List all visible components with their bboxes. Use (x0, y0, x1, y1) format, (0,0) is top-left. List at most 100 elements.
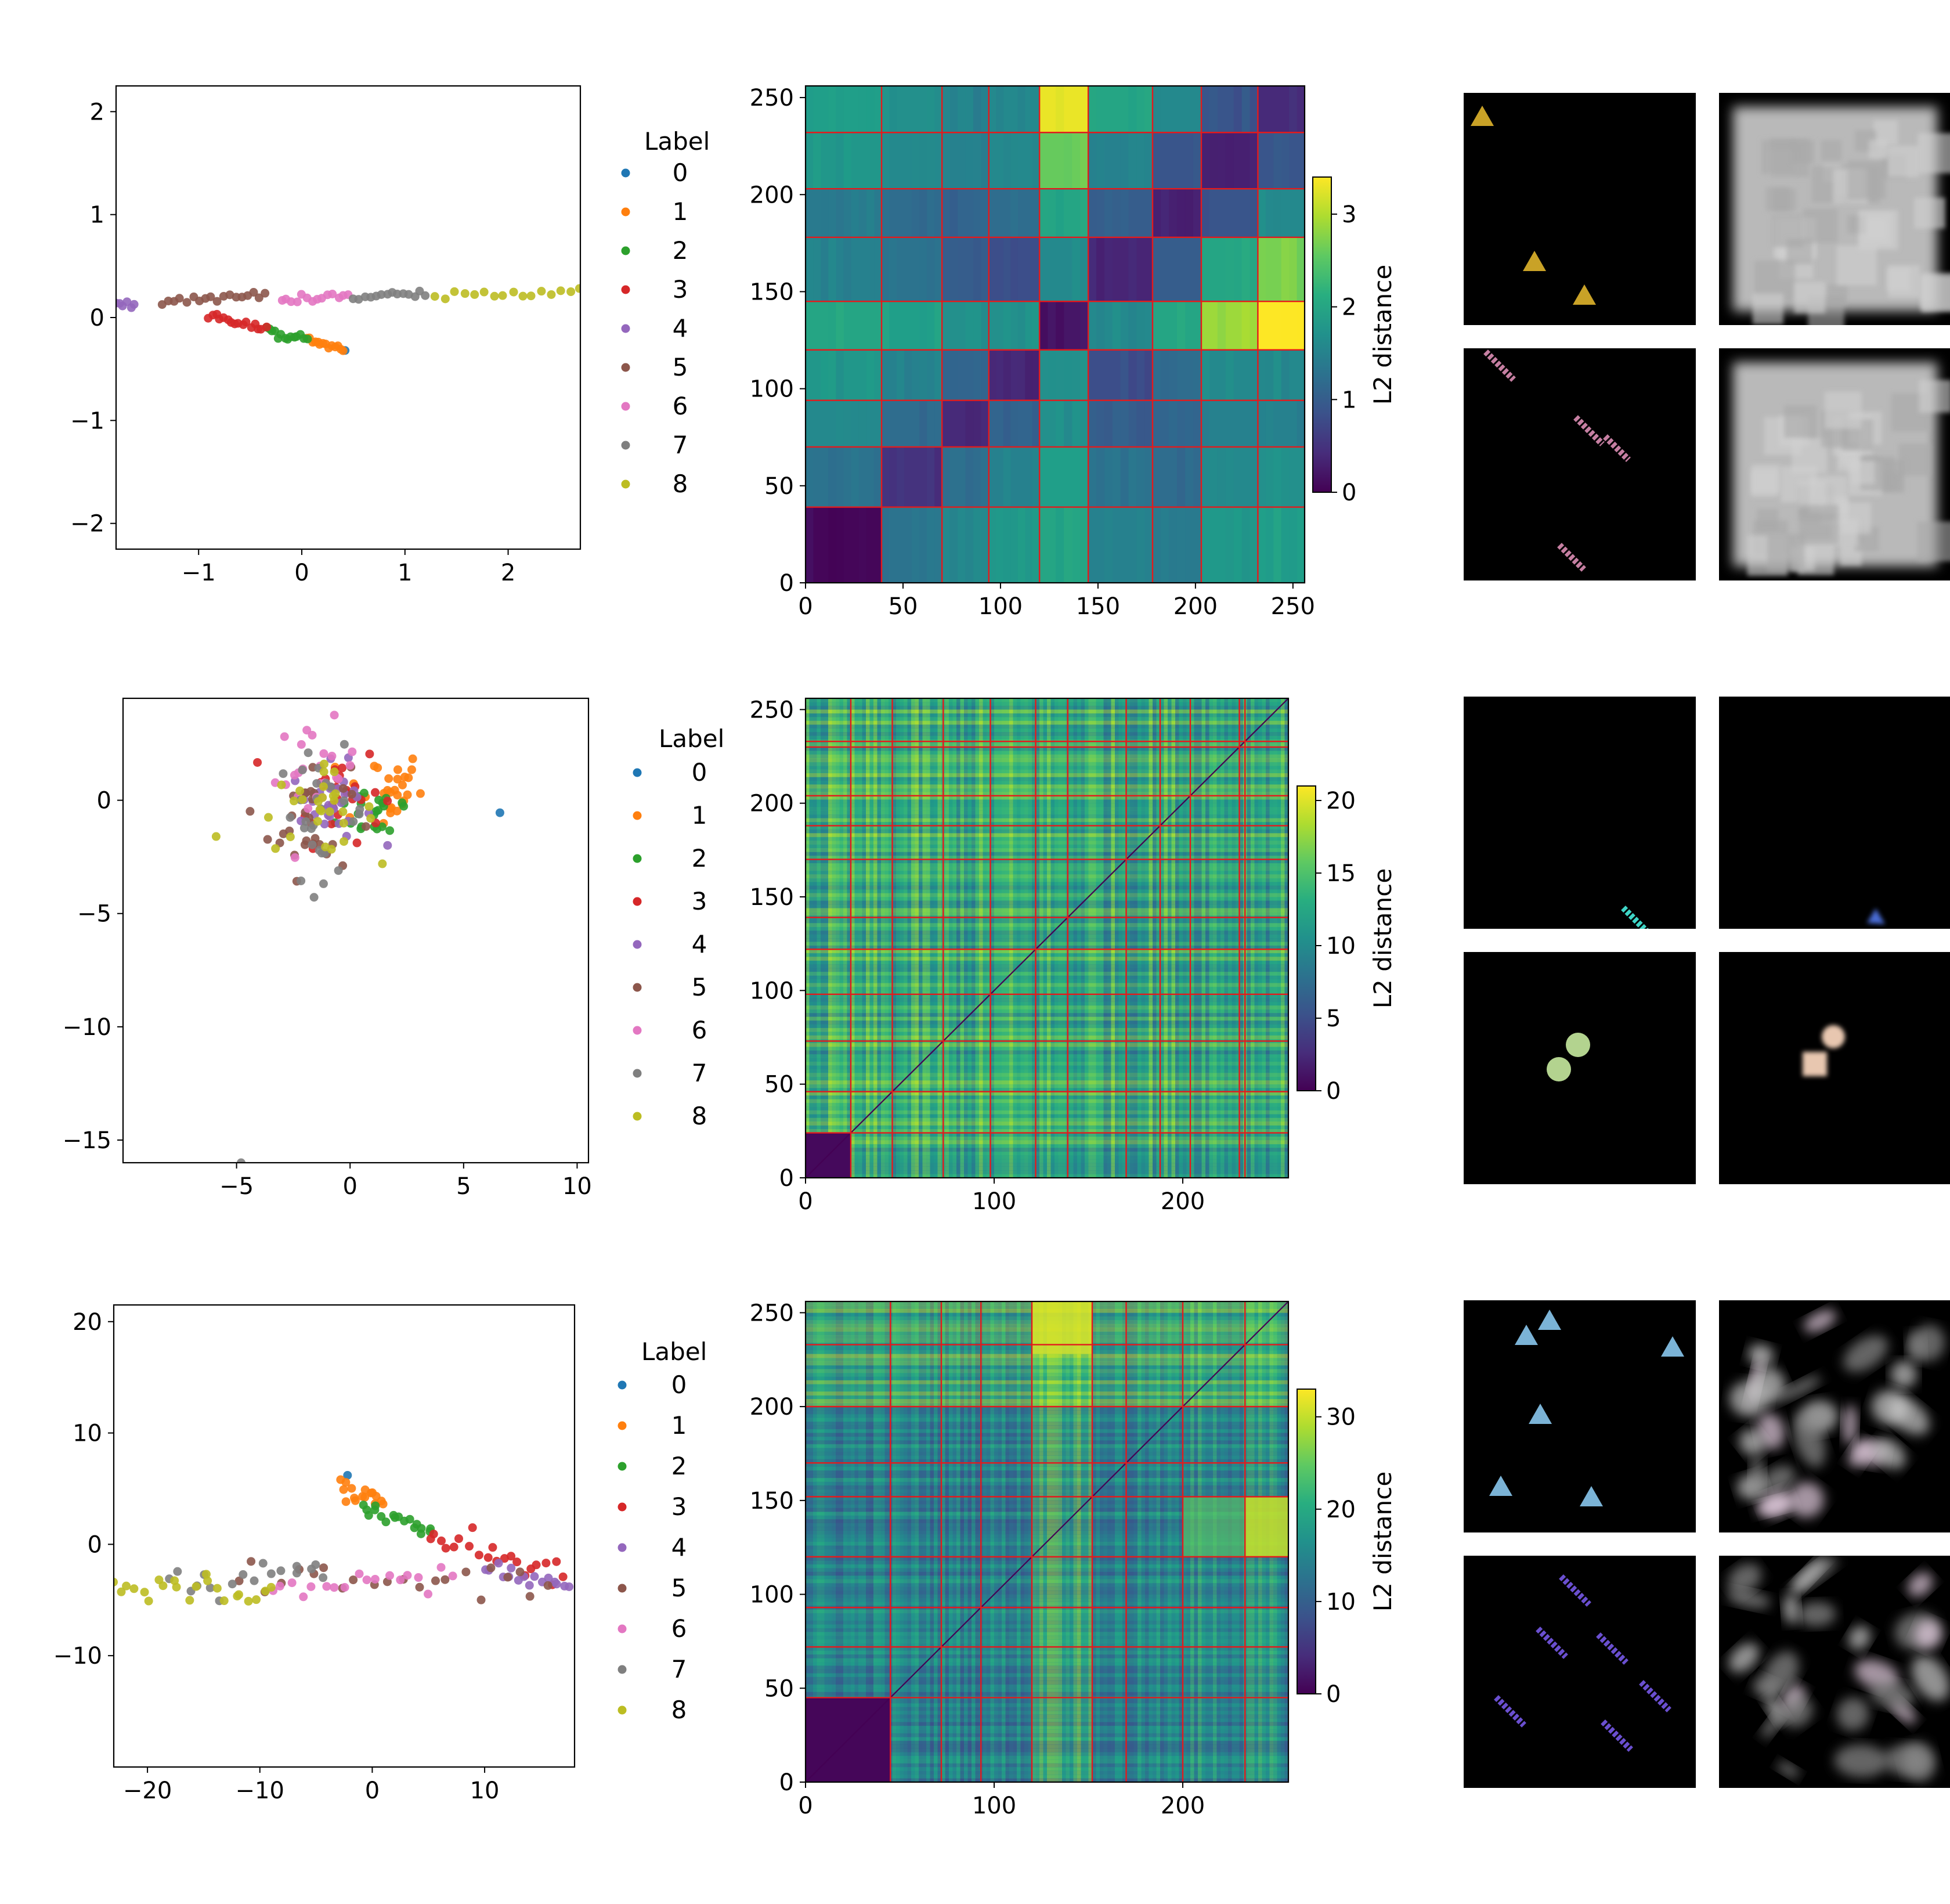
heatmap-row (806, 1639, 1288, 1644)
scatter-point (290, 853, 299, 862)
heatmap-row (806, 777, 1288, 781)
heatmap-stripe (1273, 507, 1281, 583)
legend-marker (633, 811, 642, 820)
image-panel-gray_square (1719, 93, 1950, 325)
heatmap-column (1096, 698, 1100, 1178)
scatter-point (355, 805, 364, 814)
heatmap-column (1013, 698, 1017, 1178)
heatmap-row (806, 870, 1288, 875)
scatter-point (253, 758, 262, 767)
scatter-points (114, 1470, 574, 1606)
image-panel-diagonal_bars (1464, 348, 1696, 580)
scatter-point (339, 1485, 348, 1494)
heatmap-row (806, 841, 1288, 845)
heatmap-row (806, 1001, 1288, 1006)
blur-blob (1843, 1335, 1888, 1372)
heatmap-row (806, 1170, 1288, 1174)
heatmap-stripe (1120, 400, 1129, 447)
bar-shape (1573, 415, 1605, 446)
scatter-point (182, 298, 192, 307)
heatmap-stripe (1217, 301, 1226, 350)
scatter-point (371, 1501, 380, 1510)
heatmap-row (806, 713, 1288, 717)
scatter-point (461, 1567, 471, 1577)
heatmap-block (988, 446, 1040, 508)
scatter-point (228, 1580, 237, 1589)
heatmap-row (806, 799, 1288, 804)
scatter-point (325, 807, 334, 816)
heatmap-row (806, 1429, 1288, 1433)
scatter-point (378, 1499, 388, 1509)
heatmap-stripe (1193, 132, 1202, 189)
scatter-point (340, 740, 349, 749)
heatmap-row (806, 1117, 1288, 1122)
scatter-point (384, 774, 393, 783)
colorbar-tick-label: 0 (1326, 1078, 1341, 1105)
scatter-point (345, 760, 355, 770)
scatter-point (575, 284, 580, 293)
heatmap-stripe (1258, 189, 1266, 237)
heatmap-stripe (1297, 237, 1305, 302)
blur-blob (1914, 1620, 1942, 1649)
heatmap-frame (804, 1300, 1290, 1783)
image-content (1719, 1556, 1950, 1788)
gray-patch (1836, 245, 1877, 286)
legend-entry: 0 (673, 158, 688, 187)
gray-patch (1869, 140, 1888, 159)
scatter-point (407, 765, 416, 774)
heatmap-frame (804, 85, 1306, 584)
heatmap-row (806, 1470, 1288, 1474)
scatter-point (322, 1582, 331, 1591)
heatmap-column (1175, 698, 1179, 1178)
heatmap-column (854, 698, 859, 1178)
scatter-point (552, 1580, 561, 1589)
heatmap-stripe (1241, 237, 1250, 302)
legend-entry: 3 (673, 275, 688, 304)
legend-marker (621, 479, 630, 489)
heatmap-row (806, 1463, 1288, 1467)
gray-patch (1821, 140, 1841, 161)
heatmap-row (806, 728, 1288, 733)
heatmap-stripe (836, 189, 844, 237)
y-tick-label: 0 (779, 1165, 794, 1192)
legend-marker (633, 940, 642, 949)
scatter-frame (115, 85, 582, 550)
heatmap-row (806, 1106, 1288, 1111)
scatter-point (129, 1584, 139, 1593)
scatter-point (343, 1470, 352, 1480)
heatmap-stripe (1032, 349, 1040, 401)
heatmap-stripe (973, 507, 981, 583)
heatmap-stripe (882, 189, 890, 237)
heatmap-column (1039, 698, 1043, 1178)
heatmap-stripe (828, 86, 836, 133)
y-tick-label: 0 (779, 1769, 794, 1796)
heatmap-row (806, 1673, 1288, 1678)
heatmap-block (1152, 400, 1202, 448)
x-tick-label: 200 (1161, 1793, 1205, 1819)
gray-patch (1888, 265, 1920, 298)
heatmap-row (806, 1091, 1288, 1096)
scatter-point (299, 823, 309, 832)
heatmap-stripe (1144, 400, 1153, 447)
gray-patch (1770, 138, 1810, 178)
y-tick-label: 150 (750, 884, 794, 911)
scatter-point (247, 1557, 256, 1566)
heatmap-column (1258, 698, 1262, 1178)
heatmap-stripe (912, 507, 920, 583)
heatmap-row (806, 923, 1288, 928)
heatmap-block (1039, 446, 1089, 508)
heatmap-stripe (1032, 400, 1040, 447)
scatter-point (515, 1567, 525, 1577)
scatter-point (315, 805, 324, 814)
heatmap-stripe (1120, 132, 1129, 189)
colorbar-tick-label: 2 (1342, 294, 1356, 321)
blur-blob (1834, 1744, 1888, 1777)
scatter-point (503, 1573, 512, 1582)
heatmap-stripe (1003, 400, 1011, 447)
heatmap-column (1153, 698, 1157, 1178)
heatmap-row (806, 1129, 1288, 1133)
scatter-point (330, 767, 339, 777)
scatter-point (486, 1563, 496, 1573)
scatter-point (385, 826, 395, 835)
heatmap-row (806, 1455, 1288, 1460)
